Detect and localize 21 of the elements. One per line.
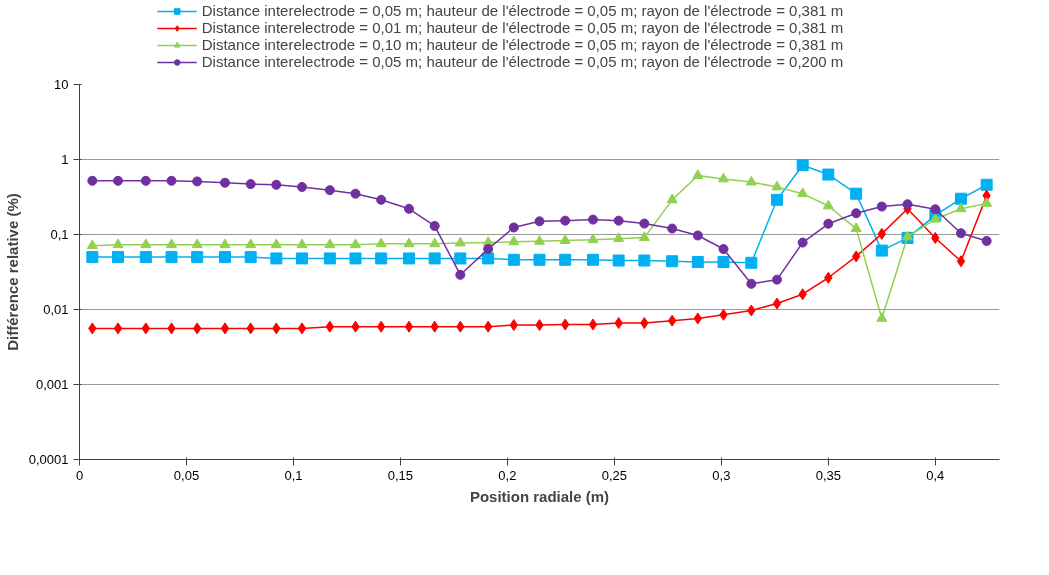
legend-label: Distance interelectrode = 0,05 m; hauteur de l'électrode = 0,05 m; rayon de l'électrode = 0,200 m — [201, 53, 844, 70]
x-tick-label: 0,4 — [926, 467, 945, 483]
x-tick-label: 0,25 — [601, 467, 628, 483]
y-tick-label: 0,1 — [50, 227, 69, 242]
x-tick-label: 0,15 — [387, 467, 414, 483]
x-axis-title: Position radiale (m) — [469, 487, 610, 505]
y-tick-label: 1 — [61, 152, 69, 167]
legend-label: Distance interelectrode = 0,01 m; hauteur de l'électrode = 0,05 m; rayon de l'électrode = 0,381 m — [201, 19, 844, 36]
x-tick-label: 0 — [75, 467, 84, 483]
y-tick-label: 0,0001 — [28, 452, 69, 467]
x-tick-label: 0,3 — [712, 467, 731, 483]
legend-label: Distance interelectrode = 0,10 m; hauteur de l'électrode = 0,05 m; rayon de l'électrode = 0,381 m — [201, 36, 844, 53]
x-tick-label: 0,05 — [173, 467, 200, 483]
y-axis-title: Différence relative (%) — [3, 193, 21, 351]
x-tick-label: 0,2 — [498, 467, 517, 483]
y-tick-label: 0,01 — [43, 302, 69, 317]
y-tick-label: 0,001 — [35, 377, 69, 392]
x-tick-label: 0,1 — [284, 467, 303, 483]
legend-label: Distance interelectrode = 0,05 m; hauteur de l'électrode = 0,05 m; rayon de l'électrode = 0,381 m — [201, 2, 844, 19]
x-tick-label: 0,35 — [815, 467, 841, 483]
y-tick-label: 10 — [54, 77, 69, 92]
